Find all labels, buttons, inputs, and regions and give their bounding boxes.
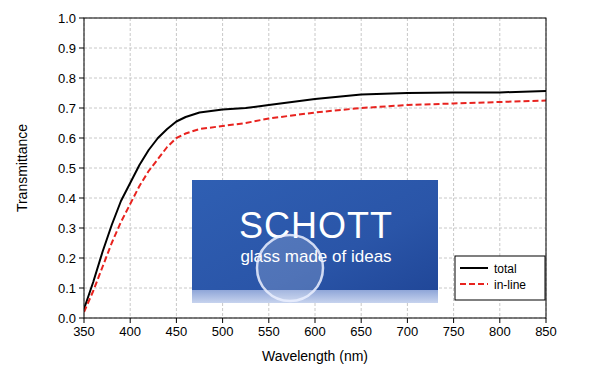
tick-label: 0.9 (58, 41, 76, 56)
tick-label: 800 (489, 324, 511, 339)
tick-label: 0.2 (58, 251, 76, 266)
tick (79, 18, 84, 19)
tick-label: 0.5 (58, 161, 76, 176)
tick (79, 138, 84, 139)
photo-floor (192, 290, 438, 303)
series-group (84, 91, 546, 312)
tick-label: 450 (166, 324, 188, 339)
grid (84, 18, 546, 318)
tick-label: 600 (304, 324, 326, 339)
tick-label: 500 (212, 324, 234, 339)
tick (79, 228, 84, 229)
glass-disc (257, 235, 323, 301)
tick-label: 0.4 (58, 191, 76, 206)
tick (79, 168, 84, 169)
chart: SCHOTTglass made of ideas 350 400 450 500 550… (0, 0, 595, 371)
tick (407, 318, 408, 323)
tick (79, 318, 84, 319)
tick-label: 1.0 (58, 11, 76, 26)
legend-label: total (494, 262, 517, 276)
grid-line (84, 78, 546, 79)
tick-label: 0.0 (58, 311, 76, 326)
tick-label: 850 (535, 324, 557, 339)
tick-label: 650 (350, 324, 372, 339)
grid-line (84, 168, 546, 169)
tick-label: 750 (443, 324, 465, 339)
tick (79, 108, 84, 109)
tick-label: 350 (73, 324, 95, 339)
tick (222, 318, 223, 323)
tick (315, 318, 316, 323)
grid-line (84, 48, 546, 49)
tick (79, 78, 84, 79)
legend-label: in-line (494, 278, 526, 292)
annotation: SCHOTT (239, 205, 393, 246)
tick-label: 0.7 (58, 101, 76, 116)
series-line (84, 101, 546, 313)
legend: total in-line (455, 256, 545, 300)
y-axis-label: Transmittance (14, 124, 30, 212)
legend-swatch (460, 283, 488, 285)
tick-label: 0.6 (58, 131, 76, 146)
tick (453, 318, 454, 323)
grid-line (84, 138, 546, 139)
legend-swatch (460, 267, 488, 269)
tick (79, 288, 84, 289)
tick (84, 318, 85, 323)
tick-label: 400 (119, 324, 141, 339)
series-line (84, 91, 546, 309)
tick (361, 318, 362, 323)
plot-frame (84, 18, 546, 318)
axes: 350 400 450 500 550 600 650 700 750 800 850 0.0 0.1 0… (58, 11, 557, 340)
tick (130, 318, 131, 323)
legend-box (455, 256, 545, 300)
tick (79, 48, 84, 49)
tick-label: 0.3 (58, 221, 76, 236)
inset-photo: SCHOTTglass made of ideas (192, 180, 438, 303)
tick (176, 318, 177, 323)
grid-line (453, 18, 454, 318)
tick (268, 318, 269, 323)
photo-background (192, 180, 438, 303)
tick-label: 700 (397, 324, 419, 339)
tick (79, 198, 84, 199)
tick-label: 0.8 (58, 71, 76, 86)
tick (546, 318, 547, 323)
tick (499, 318, 500, 323)
tick-label: 0.1 (58, 281, 76, 296)
tick-label: 550 (258, 324, 280, 339)
tick (79, 258, 84, 259)
grid-line (84, 108, 546, 109)
x-axis-label: Wavelength (nm) (262, 348, 368, 364)
